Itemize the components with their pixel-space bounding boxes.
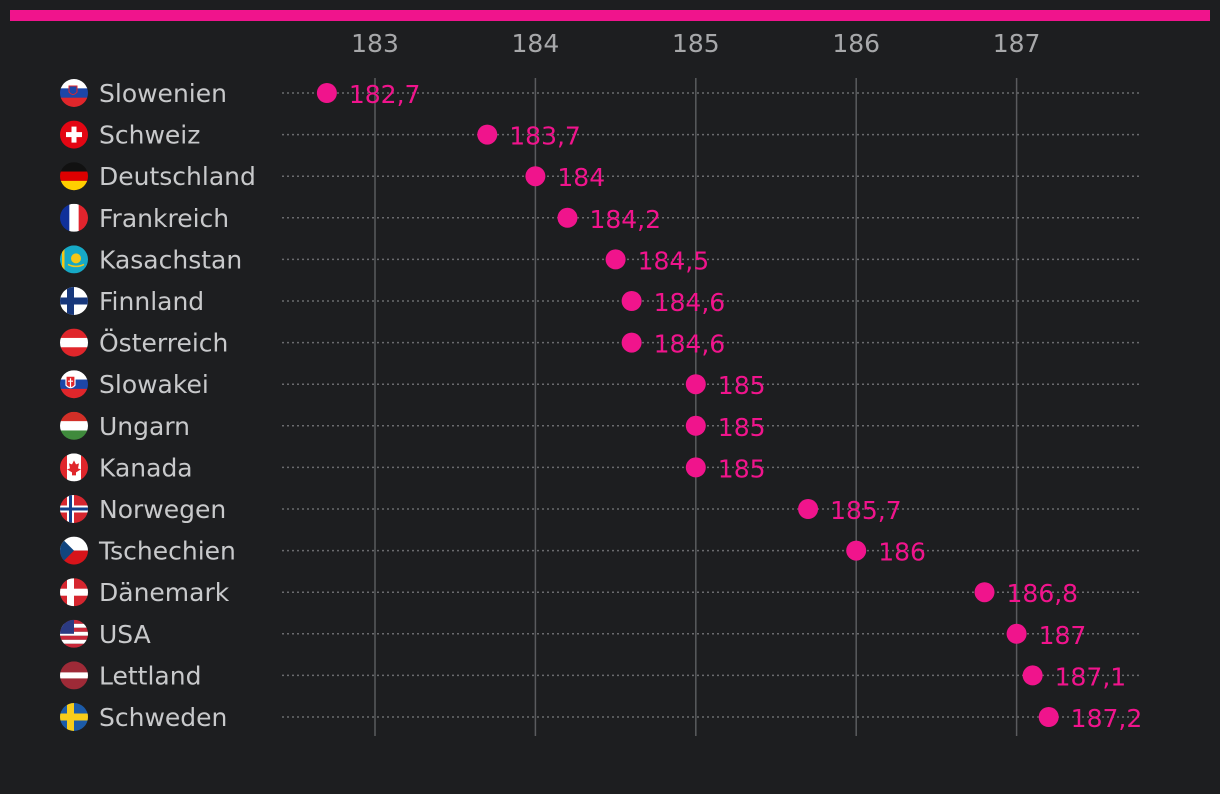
country-label: Kanada bbox=[99, 453, 193, 482]
value-label: 182,7 bbox=[349, 80, 421, 109]
data-point bbox=[685, 374, 706, 395]
country-label: Lettland bbox=[99, 661, 201, 690]
value-label: 185 bbox=[718, 454, 766, 483]
data-point bbox=[685, 415, 706, 436]
country-label: Kasachstan bbox=[99, 245, 242, 274]
country-label: Deutschland bbox=[99, 162, 256, 191]
x-tick-label: 184 bbox=[512, 29, 560, 58]
value-label: 185 bbox=[718, 413, 766, 442]
value-label: 184 bbox=[557, 163, 605, 192]
switzerland-flag-icon bbox=[60, 120, 88, 149]
czechia-flag-icon bbox=[60, 536, 88, 565]
data-point bbox=[798, 499, 819, 519]
country-label: Österreich bbox=[99, 329, 228, 358]
x-tick-label: 187 bbox=[993, 29, 1041, 58]
country-label: USA bbox=[99, 620, 151, 649]
norway-flag-icon bbox=[60, 495, 88, 523]
kazakhstan-flag-icon bbox=[60, 245, 88, 274]
country-label: Norwegen bbox=[99, 495, 226, 524]
data-point bbox=[621, 291, 642, 311]
denmark-flag-icon bbox=[60, 578, 88, 607]
usa-flag-icon bbox=[60, 619, 88, 648]
country-label: Tschechien bbox=[98, 537, 236, 566]
data-point bbox=[557, 207, 578, 228]
data-point bbox=[525, 166, 546, 187]
x-tick-label: 186 bbox=[832, 29, 880, 58]
value-label: 184,2 bbox=[589, 205, 661, 234]
slovakia-flag-icon bbox=[60, 370, 88, 399]
france-flag-icon bbox=[60, 203, 88, 232]
data-point bbox=[1022, 665, 1043, 686]
value-label: 187 bbox=[1039, 621, 1087, 650]
latvia-flag-icon bbox=[60, 661, 88, 690]
data-point bbox=[477, 124, 498, 145]
country-label: Schweiz bbox=[99, 121, 200, 150]
x-tick-label: 185 bbox=[672, 29, 720, 58]
accent-bar bbox=[10, 10, 1210, 21]
data-point bbox=[316, 83, 337, 103]
canada-flag-icon bbox=[60, 453, 88, 482]
x-tick-label: 183 bbox=[351, 29, 399, 58]
data-point bbox=[1038, 707, 1059, 727]
hungary-flag-icon bbox=[60, 411, 88, 440]
austria-flag-icon bbox=[60, 328, 88, 357]
germany-flag-icon bbox=[60, 162, 88, 191]
data-point bbox=[974, 582, 995, 603]
value-label: 185,7 bbox=[830, 496, 902, 525]
country-label: Slowakei bbox=[99, 370, 209, 399]
country-label: Dänemark bbox=[99, 578, 230, 607]
sweden-flag-icon bbox=[60, 703, 88, 731]
country-label: Schweden bbox=[99, 703, 227, 732]
data-point bbox=[621, 332, 642, 353]
data-point bbox=[846, 540, 867, 561]
country-label: Frankreich bbox=[99, 204, 229, 233]
value-label: 187,2 bbox=[1071, 704, 1143, 733]
value-label: 184,6 bbox=[654, 288, 726, 317]
value-label: 186,8 bbox=[1007, 579, 1079, 608]
country-label: Slowenien bbox=[99, 79, 227, 108]
value-label: 183,7 bbox=[509, 122, 581, 151]
country-label: Ungarn bbox=[99, 412, 190, 441]
value-label: 186 bbox=[878, 538, 926, 567]
slovenia-flag-icon bbox=[60, 79, 88, 107]
value-label: 187,1 bbox=[1055, 662, 1127, 691]
data-point bbox=[685, 457, 706, 478]
finland-flag-icon bbox=[60, 287, 88, 315]
country-label: Finnland bbox=[99, 287, 204, 316]
data-point bbox=[605, 249, 626, 270]
value-label: 184,6 bbox=[654, 330, 726, 359]
value-label: 184,5 bbox=[638, 246, 710, 275]
value-label: 185 bbox=[718, 371, 766, 400]
data-point bbox=[1006, 623, 1027, 644]
